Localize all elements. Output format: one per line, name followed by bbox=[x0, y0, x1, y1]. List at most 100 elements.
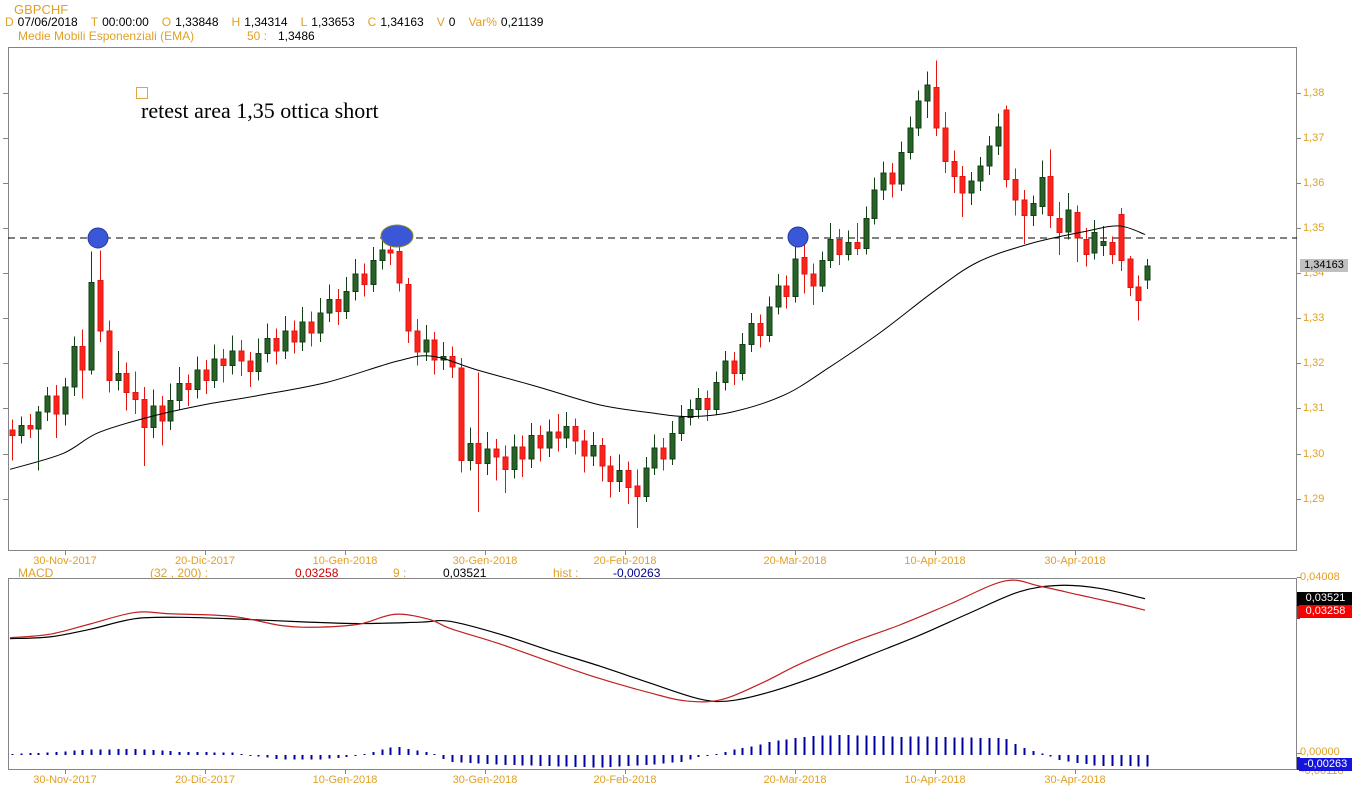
ema-indicator-row: Medie Mobili Esponenziali (EMA) 50 : 1,3… bbox=[0, 29, 1352, 43]
candle bbox=[493, 448, 500, 458]
candle bbox=[942, 127, 949, 162]
signal-line bbox=[9, 584, 1146, 703]
candle bbox=[220, 358, 227, 367]
candle bbox=[704, 398, 711, 410]
candle bbox=[115, 372, 122, 382]
ema50-line bbox=[9, 225, 1146, 470]
candle bbox=[1074, 211, 1081, 239]
macd-params: (32 , 200) : bbox=[150, 566, 209, 580]
candle bbox=[546, 431, 553, 449]
candle bbox=[106, 330, 113, 382]
ohlc-readout-row: D 07/06/2018 T 00:00:00 O 1,33848 H 1,34314 … bbox=[5, 15, 543, 29]
date-label: 20-Mar-2018 bbox=[763, 555, 827, 567]
candle bbox=[660, 447, 667, 460]
date-label: 10-Apr-2018 bbox=[904, 774, 966, 786]
candle bbox=[273, 338, 280, 352]
candle bbox=[643, 467, 650, 497]
macd-axis-top-label: 0,04008 bbox=[1300, 571, 1340, 583]
candle bbox=[123, 372, 130, 394]
candle bbox=[511, 446, 518, 470]
price-tick-label: 1,31 bbox=[1303, 401, 1325, 414]
candle bbox=[379, 249, 386, 262]
marker-dot-1[interactable] bbox=[87, 227, 109, 249]
candle bbox=[1021, 199, 1028, 217]
candlestick-chart-area[interactable] bbox=[8, 47, 1297, 551]
macd-axis-zero-label: 0,00000 bbox=[1300, 746, 1340, 758]
candle bbox=[1118, 214, 1125, 262]
candle bbox=[713, 381, 720, 410]
candle bbox=[871, 189, 878, 219]
candle bbox=[863, 217, 870, 249]
candle bbox=[1127, 258, 1134, 289]
marker-dot-2[interactable] bbox=[380, 224, 414, 248]
candle bbox=[370, 260, 377, 286]
candle bbox=[563, 426, 570, 439]
candle bbox=[141, 398, 148, 428]
ema-indicator-name: Medie Mobili Esponenziali (EMA) bbox=[18, 29, 195, 43]
candle bbox=[291, 330, 298, 343]
candle bbox=[959, 175, 966, 194]
candle bbox=[827, 238, 834, 262]
candle bbox=[396, 251, 403, 284]
candle bbox=[590, 444, 597, 457]
candle bbox=[502, 456, 509, 470]
date-label: 30-Gen-2018 bbox=[452, 555, 518, 567]
price-tick-label: 1,29 bbox=[1303, 492, 1325, 505]
candle bbox=[343, 290, 350, 313]
field-close: C 1,34163 bbox=[367, 15, 424, 29]
candle bbox=[783, 285, 790, 298]
candle bbox=[1039, 177, 1046, 208]
candle bbox=[1047, 175, 1054, 217]
candle bbox=[801, 256, 808, 275]
candle bbox=[1003, 109, 1010, 181]
candle bbox=[678, 416, 685, 434]
candle bbox=[748, 323, 755, 345]
candle bbox=[282, 330, 289, 352]
candle bbox=[458, 367, 465, 461]
ema-period-label: 50 : bbox=[247, 29, 268, 43]
candle bbox=[616, 470, 623, 482]
marker-dot-3[interactable] bbox=[787, 226, 809, 248]
candle bbox=[915, 100, 922, 129]
candle bbox=[898, 151, 905, 185]
date-label: 10-Gen-2018 bbox=[312, 774, 378, 786]
candle bbox=[414, 330, 421, 353]
candle bbox=[361, 273, 368, 286]
annotation-anchor-square[interactable] bbox=[136, 87, 148, 99]
price-tick-label: 1,37 bbox=[1303, 131, 1325, 144]
candle bbox=[1056, 217, 1063, 234]
date-label: 20-Feb-2018 bbox=[593, 774, 657, 786]
macd-chart-area[interactable] bbox=[8, 578, 1297, 770]
candle bbox=[352, 273, 359, 292]
candle bbox=[739, 343, 746, 374]
date-label: 30-Apr-2018 bbox=[1044, 774, 1106, 786]
candle bbox=[62, 386, 69, 415]
candle bbox=[880, 172, 887, 191]
signal-param: 9 : bbox=[393, 566, 407, 580]
macd-label: MACD bbox=[18, 566, 54, 580]
candle bbox=[132, 392, 139, 400]
candle bbox=[757, 323, 764, 336]
date-label: 30-Apr-2018 bbox=[1044, 555, 1106, 567]
candle bbox=[845, 242, 852, 255]
candle bbox=[308, 321, 315, 334]
hist-value-box: -0,00263 bbox=[1299, 758, 1352, 771]
candle bbox=[1144, 265, 1151, 281]
candle bbox=[185, 383, 192, 391]
signal-axis-mark bbox=[1297, 592, 1300, 606]
candle bbox=[467, 443, 474, 461]
candle bbox=[18, 425, 25, 437]
hist-axis-mark bbox=[1297, 757, 1300, 770]
price-tick-label: 1,30 bbox=[1303, 447, 1325, 460]
candle bbox=[1135, 286, 1142, 301]
candle bbox=[995, 126, 1002, 147]
candle bbox=[1091, 232, 1098, 254]
candle bbox=[238, 350, 245, 362]
annotation-text[interactable]: retest area 1,35 ottica short bbox=[141, 98, 379, 123]
candle bbox=[581, 440, 588, 457]
candle bbox=[810, 273, 817, 287]
candle bbox=[44, 395, 51, 413]
date-label: 10-Gen-2018 bbox=[312, 555, 378, 567]
